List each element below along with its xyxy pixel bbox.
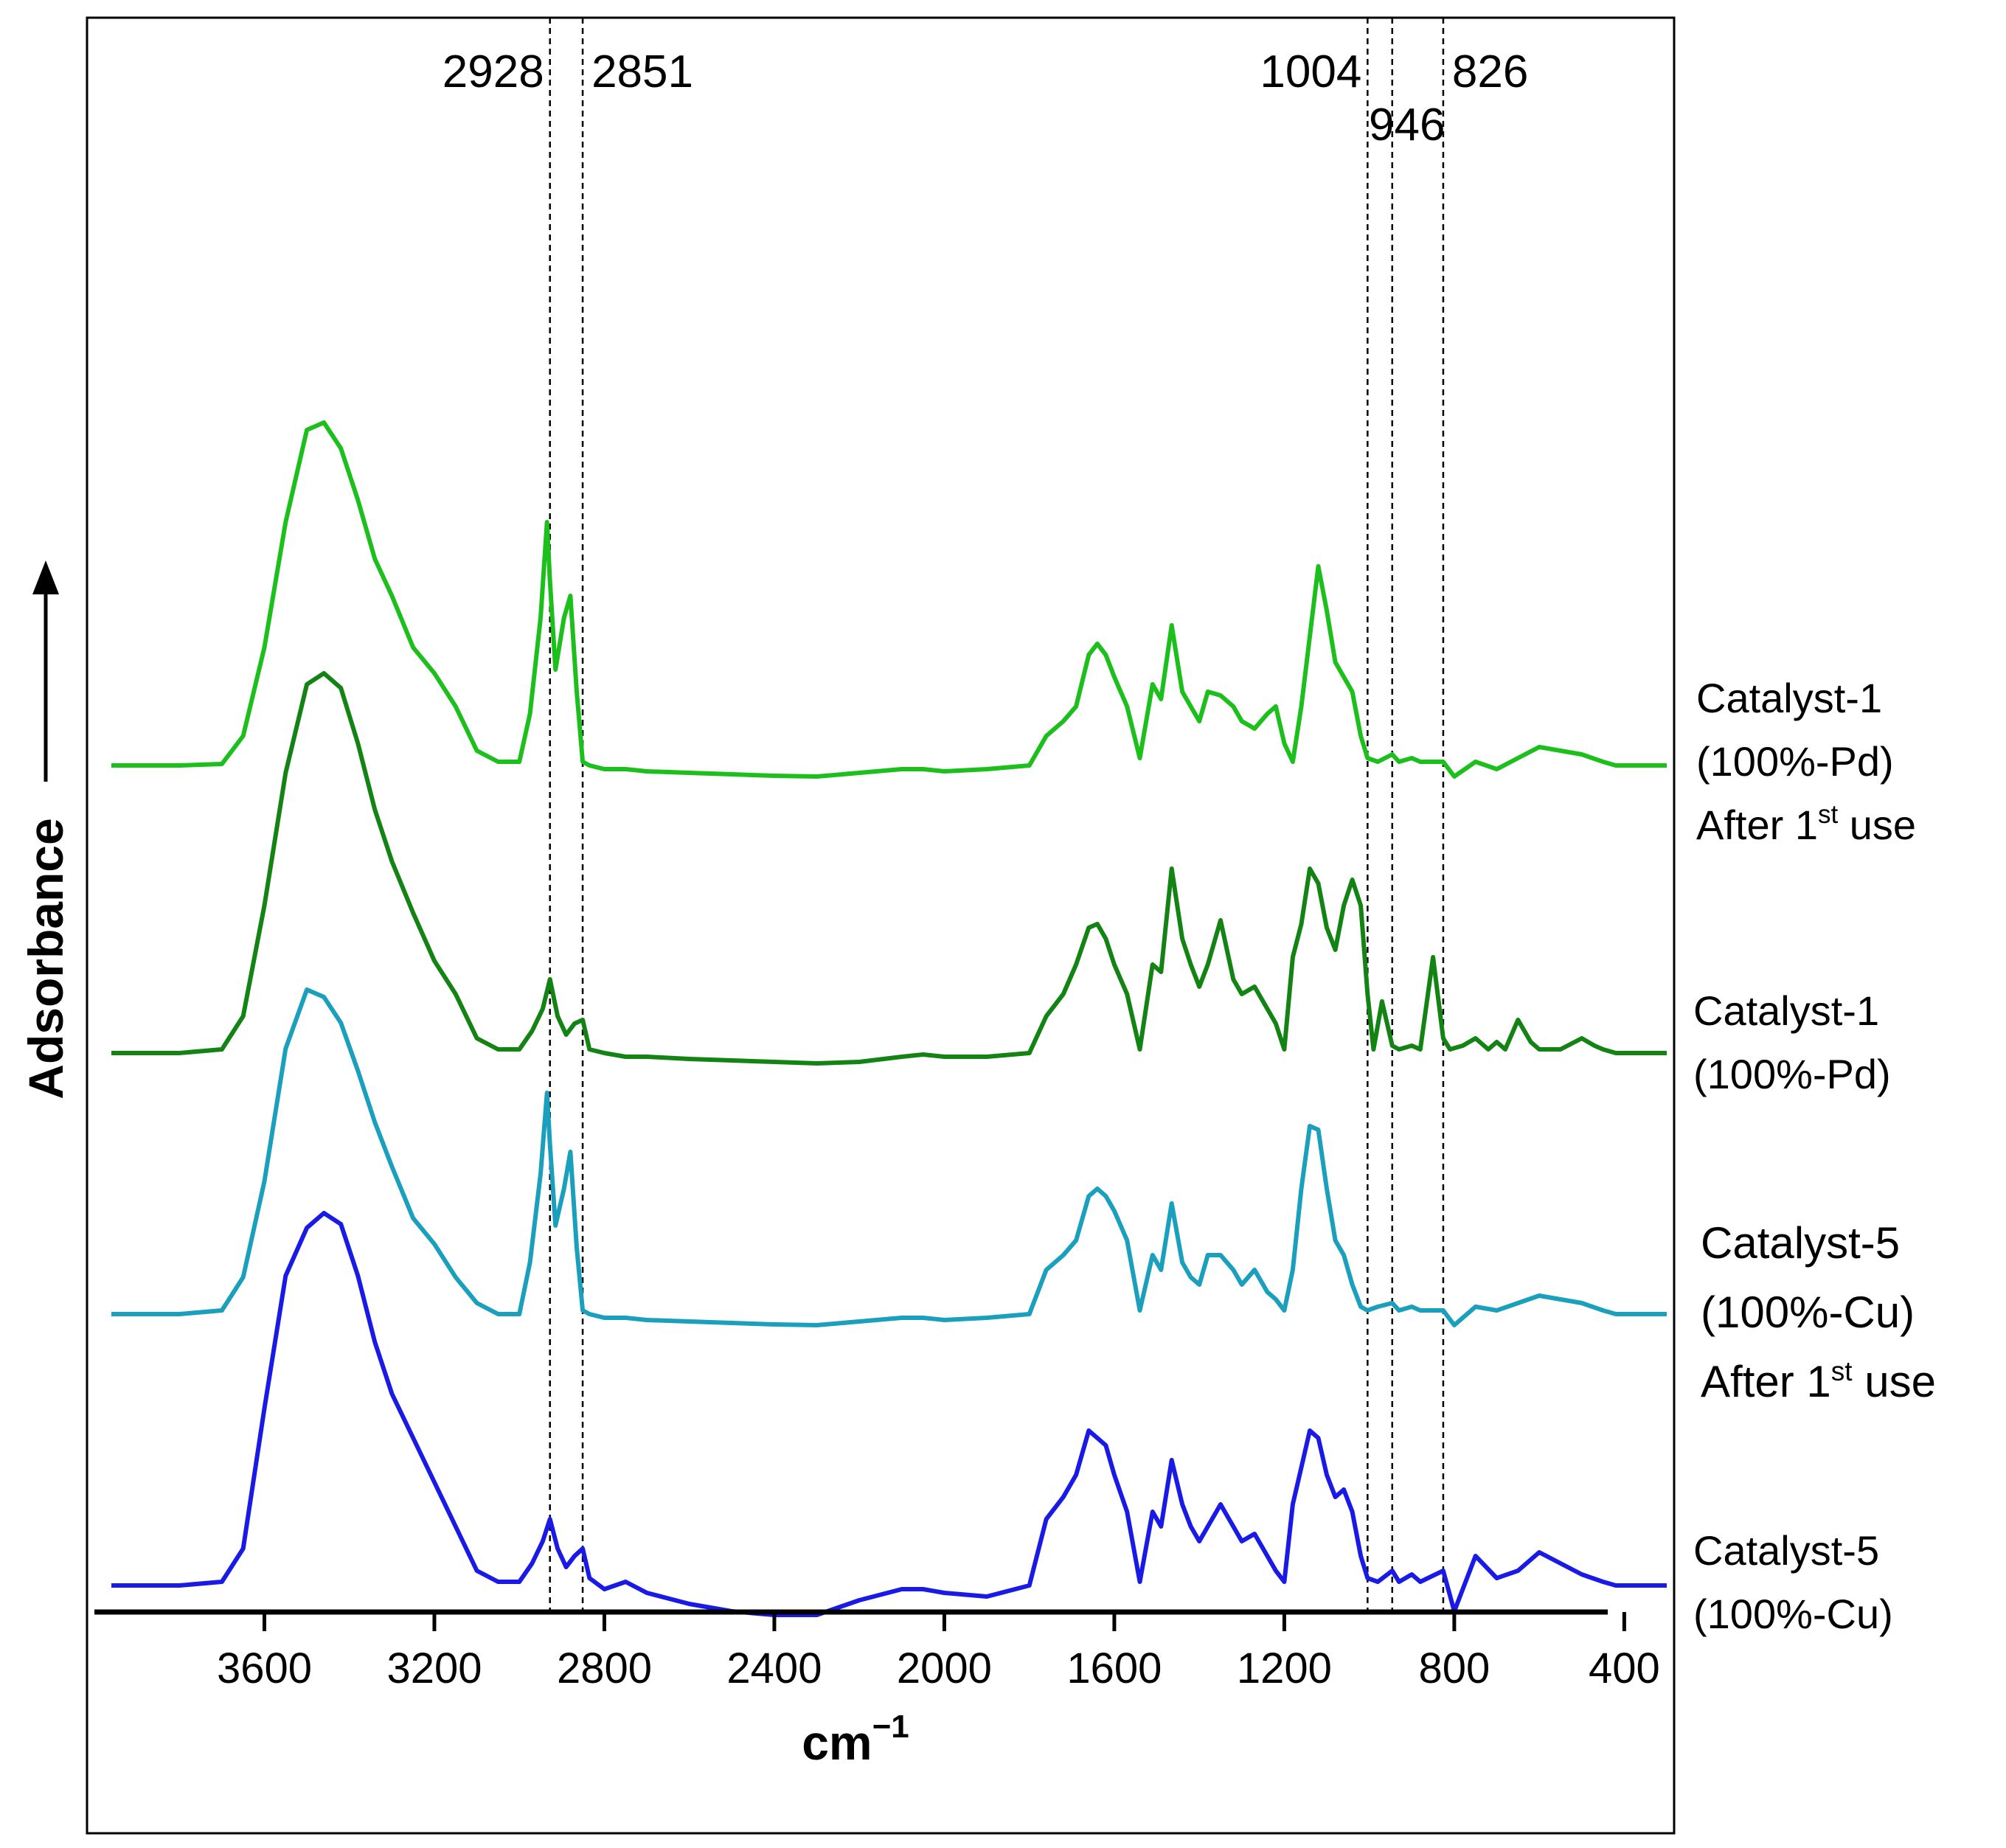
y-axis-label-group: Adsorbance — [18, 818, 73, 1099]
ref-label-826: 826 — [1452, 46, 1528, 97]
series-labels: Catalyst-1(100%-Pd)After 1st useCatalyst… — [1693, 675, 1936, 1637]
series-line-4 — [111, 1211, 1667, 1617]
chart-frame — [86, 16, 1676, 1835]
ref-label-946: 946 — [1369, 100, 1445, 150]
series-label-line: Catalyst-1 — [1693, 987, 1879, 1034]
x-axis-label-superscript: −1 — [872, 1709, 909, 1745]
series-label-2: Catalyst-1 (100%-Pd) — [1693, 987, 1891, 1097]
y-axis-label: Adsorbance — [18, 818, 73, 1099]
series-label-line: Catalyst-5 — [1701, 1218, 1900, 1268]
x-tick-label: 2800 — [557, 1644, 652, 1692]
x-tick-label: 1600 — [1066, 1644, 1162, 1692]
series-label-line: (100%-Pd) — [1693, 1051, 1891, 1097]
x-tick-label: 400 — [1589, 1644, 1660, 1692]
series-label-line: After 1st use — [1701, 1356, 1936, 1406]
series-label-line: After 1st use — [1696, 800, 1916, 848]
x-ticks: 3600 3200 2800 2400 2000 1600 1200 800 400 — [217, 1612, 1660, 1692]
series-label-line: (100%-Cu) — [1701, 1288, 1915, 1337]
series-line-3 — [111, 987, 1667, 1327]
reference-lines — [549, 18, 1445, 1612]
y-axis-arrow-head — [32, 560, 59, 594]
ref-label-2928: 2928 — [442, 46, 544, 97]
series-label-1: Catalyst-1 (100%-Pd) After 1st use — [1696, 675, 1916, 848]
ref-label-1004: 1004 — [1260, 46, 1361, 97]
x-axis-label-text: cm — [802, 1715, 872, 1770]
series-label-3: Catalyst-5 (100%-Cu) After 1st use — [1701, 1218, 1936, 1406]
x-axis-label: cm−1 — [802, 1709, 909, 1770]
series-label-line: Catalyst-1 — [1696, 675, 1882, 721]
x-tick-label: 800 — [1419, 1644, 1490, 1692]
series-label-line: (100%-Pd) — [1696, 738, 1894, 785]
x-tick-label: 1200 — [1237, 1644, 1332, 1692]
x-tick-label: 3200 — [386, 1644, 482, 1692]
series-line-2 — [111, 671, 1667, 1066]
x-tick-label: 2000 — [897, 1644, 992, 1692]
spectra — [111, 420, 1667, 1617]
series-label-line: (100%-Cu) — [1693, 1591, 1893, 1637]
series-label-4: Catalyst-5 (100%-Cu) — [1693, 1527, 1893, 1637]
x-tick-label: 3600 — [217, 1644, 312, 1692]
ref-label-2851: 2851 — [591, 46, 693, 97]
x-tick-label: 2400 — [726, 1644, 822, 1692]
series-line-1 — [111, 420, 1667, 779]
series-label-line: Catalyst-5 — [1693, 1527, 1879, 1574]
